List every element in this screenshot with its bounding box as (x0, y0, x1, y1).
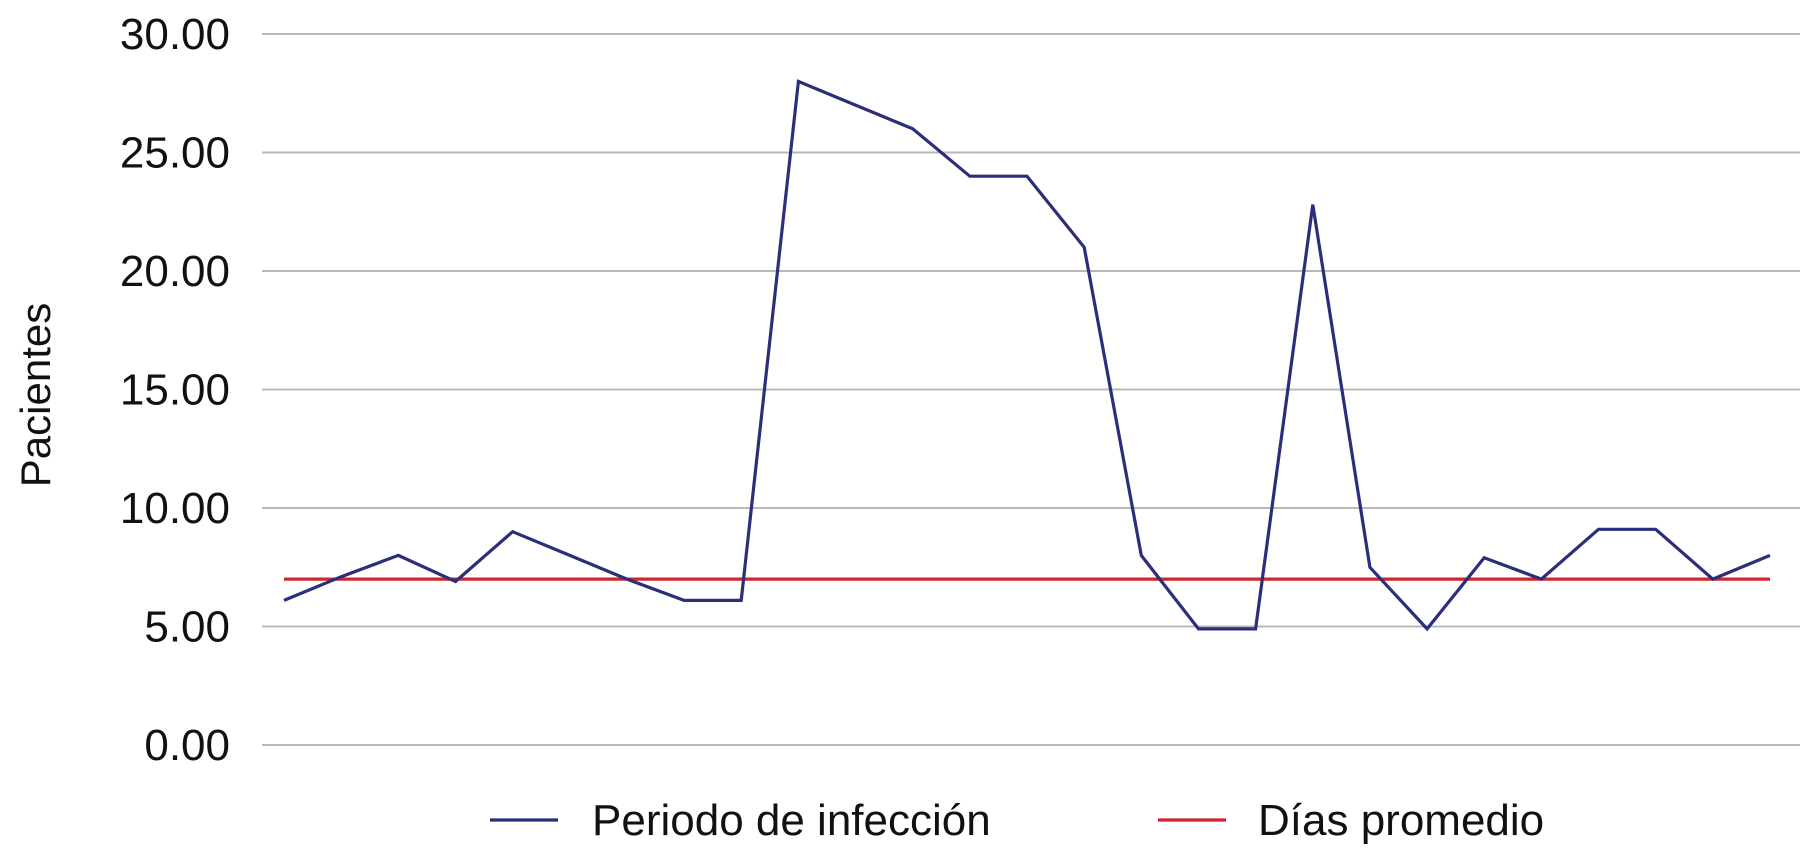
legend-label: Días promedio (1258, 796, 1544, 845)
y-tick-label: 20.00 (120, 247, 230, 296)
legend: Periodo de infección Días promedio (490, 796, 1544, 845)
y-tick-label: 10.00 (120, 484, 230, 533)
y-axis-title: Pacientes (12, 303, 59, 487)
y-tick-label: 30.00 (120, 10, 230, 59)
y-tick-label: 5.00 (144, 603, 230, 652)
legend-label: Periodo de infección (592, 796, 991, 845)
y-axis-ticks: 0.00 5.00 10.00 15.00 20.00 25.00 30.00 (120, 10, 230, 770)
y-tick-label: 15.00 (120, 366, 230, 415)
series-line-periodo-infeccion (283, 79, 1771, 632)
series-lines (283, 79, 1771, 632)
gridlines (262, 33, 1800, 746)
y-tick-label: 25.00 (120, 129, 230, 178)
y-tick-label: 0.00 (144, 721, 230, 770)
